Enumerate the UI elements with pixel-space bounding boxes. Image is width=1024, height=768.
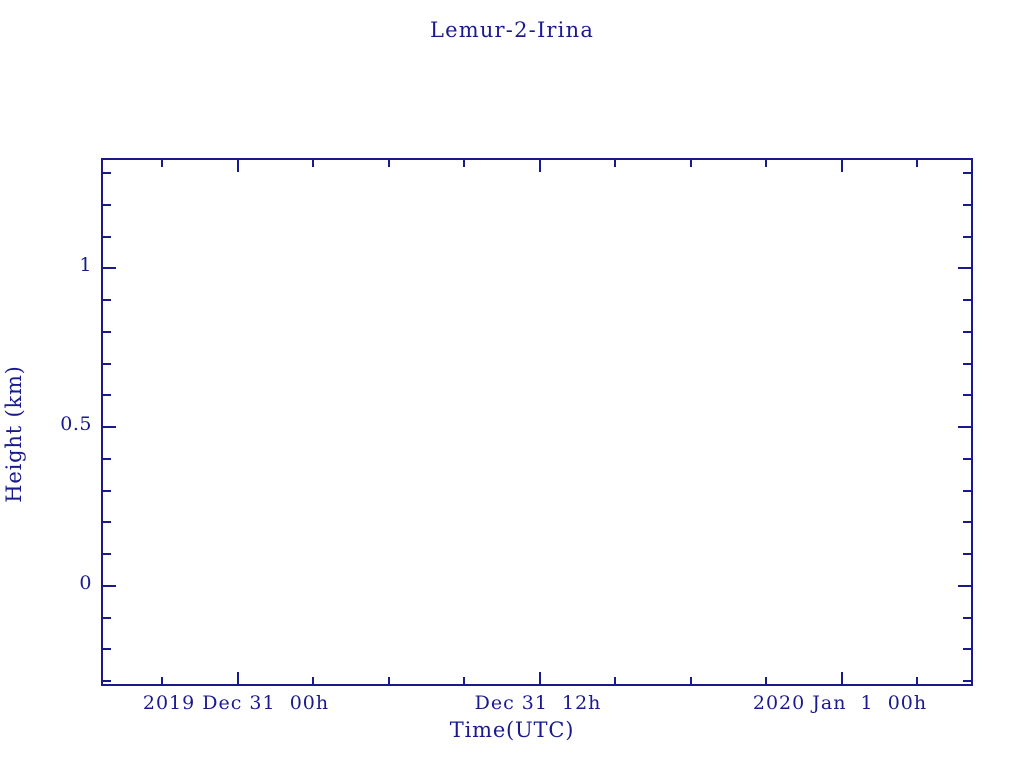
x-minor-tick: [388, 677, 390, 684]
y-tick-label-1: 1: [79, 254, 92, 276]
y-minor-tick-right: [963, 236, 971, 238]
x-minor-tick-top: [388, 160, 390, 167]
y-minor-tick: [103, 648, 111, 650]
x-tick-label-2019-dec-31-00h: 2019 Dec 31 00h: [142, 692, 330, 714]
y-minor-tick-right: [963, 299, 971, 301]
y-axis-title: Height (km): [2, 365, 26, 503]
y-tick-label-0-5: 0.5: [60, 413, 92, 435]
y-minor-tick-right: [963, 521, 971, 523]
y-major-tick: [103, 426, 116, 428]
y-major-tick-right: [958, 426, 971, 428]
y-minor-tick-right: [963, 172, 971, 174]
y-minor-tick: [103, 553, 111, 555]
x-minor-tick-top: [312, 160, 314, 167]
x-minor-tick: [916, 677, 918, 684]
y-minor-tick: [103, 394, 111, 396]
x-minor-tick-top: [690, 160, 692, 167]
y-minor-tick: [103, 490, 111, 492]
y-minor-tick: [103, 363, 111, 365]
y-tick-label-0: 0: [79, 572, 92, 594]
chart-title: Lemur-2-Irina: [429, 18, 595, 42]
y-minor-tick-right: [963, 331, 971, 333]
y-minor-tick: [103, 236, 111, 238]
x-minor-tick: [614, 677, 616, 684]
x-minor-tick-top: [765, 160, 767, 167]
y-minor-tick: [103, 331, 111, 333]
y-minor-tick-right: [963, 648, 971, 650]
x-major-tick-top: [841, 160, 843, 172]
y-minor-tick: [103, 204, 111, 206]
y-minor-tick: [103, 617, 111, 619]
x-minor-tick: [765, 677, 767, 684]
y-major-tick-right: [958, 585, 971, 587]
y-minor-tick-right: [963, 680, 971, 682]
y-minor-tick-right: [963, 553, 971, 555]
x-tick-label-2020-jan-1-00h: 2020 Jan 1 00h: [752, 692, 928, 714]
y-major-tick-right: [958, 267, 971, 269]
y-minor-tick: [103, 172, 111, 174]
x-major-tick: [841, 672, 843, 684]
y-major-tick: [103, 267, 116, 269]
y-minor-tick-right: [963, 204, 971, 206]
y-minor-tick-right: [963, 394, 971, 396]
y-minor-tick-right: [963, 617, 971, 619]
x-major-tick: [539, 672, 541, 684]
x-minor-tick-top: [916, 160, 918, 167]
y-minor-tick: [103, 521, 111, 523]
y-minor-tick-right: [963, 363, 971, 365]
y-major-tick: [103, 585, 116, 587]
x-major-tick: [237, 672, 239, 684]
x-minor-tick-top: [161, 160, 163, 167]
plot-frame: [101, 158, 973, 686]
y-minor-tick-right: [963, 490, 971, 492]
x-minor-tick-top: [463, 160, 465, 167]
x-minor-tick: [312, 677, 314, 684]
x-tick-label-dec-31-12h: Dec 31 12h: [474, 692, 602, 714]
y-minor-tick: [103, 458, 111, 460]
x-minor-tick: [161, 677, 163, 684]
plot-area: [103, 160, 971, 684]
y-minor-tick-right: [963, 458, 971, 460]
data-series-layer: [103, 160, 971, 684]
x-axis-title: Time(UTC): [449, 718, 575, 742]
y-minor-tick: [103, 680, 111, 682]
x-major-tick-top: [539, 160, 541, 172]
x-minor-tick-top: [614, 160, 616, 167]
y-minor-tick: [103, 299, 111, 301]
x-minor-tick: [690, 677, 692, 684]
x-minor-tick: [463, 677, 465, 684]
x-major-tick-top: [237, 160, 239, 172]
